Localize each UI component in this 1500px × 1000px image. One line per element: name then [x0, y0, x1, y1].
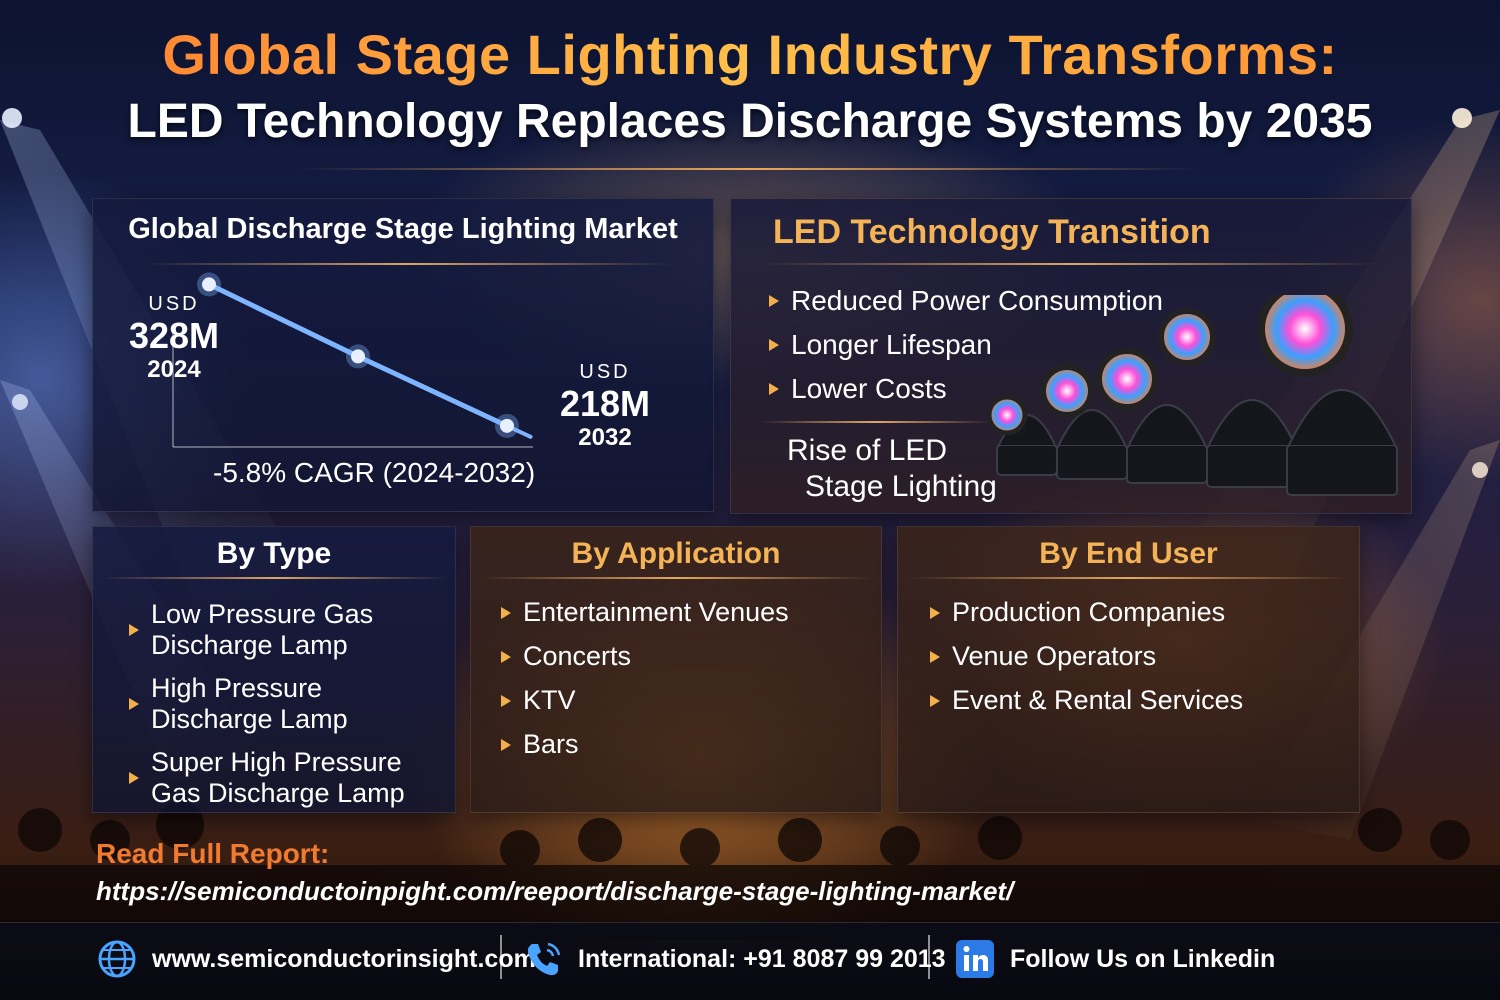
data-point-2032: [500, 418, 514, 433]
by-type-title: By Type: [216, 537, 332, 570]
end-value: 218M: [559, 383, 651, 424]
application-item: Bars: [501, 729, 789, 760]
by-end-user-divider: [908, 577, 1351, 579]
type-item-line1: Low Pressure Gas: [151, 599, 374, 629]
led-moving-head-fixtures-image: [987, 295, 1398, 496]
globe-icon: [98, 940, 136, 978]
led-caption-line1: Rise of LED: [787, 434, 948, 467]
led-caption-line2: Stage Lighting: [805, 470, 997, 503]
end-user-item: Event & Rental Services: [930, 685, 1243, 716]
led-transition-panel: LED Technology Transition Reduced Power …: [730, 198, 1412, 514]
by-type-divider: [103, 577, 447, 579]
led-title-divider: [761, 263, 1381, 265]
phone-text: International: +91 8087 99 2013: [578, 944, 946, 973]
led-caption: Rise of LED Stage Lighting: [787, 433, 997, 505]
type-item-line2: Discharge Lamp: [151, 630, 348, 660]
linkedin-icon: [956, 940, 994, 978]
type-item-line1: High Pressure: [151, 673, 323, 703]
by-end-user-list: Production Companies Venue Operators Eve…: [930, 597, 1243, 729]
website-text: www.semiconductorinsight.com: [152, 944, 536, 973]
type-item: Low Pressure Gas Discharge Lamp: [129, 599, 405, 661]
footer-separator: [500, 935, 502, 979]
led-benefit-item: Longer Lifespan: [769, 323, 1163, 367]
led-benefit-item: Lower Costs: [769, 367, 1163, 411]
footer-bar: www.semiconductorinsight.com Internation…: [0, 922, 1500, 1000]
type-item: Super High Pressure Gas Discharge Lamp: [129, 747, 405, 809]
start-currency: USD: [148, 293, 200, 315]
application-item: Entertainment Venues: [501, 597, 789, 628]
chart-title: Global Discharge Stage Lighting Market: [128, 213, 678, 245]
led-caption-divider: [761, 421, 991, 423]
end-year: 2032: [578, 424, 632, 451]
by-type-panel: By Type Low Pressure Gas Discharge Lamp …: [92, 526, 456, 813]
type-item: High Pressure Discharge Lamp: [129, 673, 405, 735]
application-item: KTV: [501, 685, 789, 716]
start-year: 2024: [147, 356, 201, 383]
led-benefits-list: Reduced Power Consumption Longer Lifespa…: [769, 279, 1163, 411]
report-url-link[interactable]: https://semiconductoinpight.com/reeport/…: [96, 876, 1014, 906]
end-currency: USD: [579, 361, 631, 383]
title-divider: [300, 168, 1200, 170]
end-user-item: Venue Operators: [930, 641, 1243, 672]
led-panel-title: LED Technology Transition: [773, 213, 1211, 251]
type-item-line1: Super High Pressure: [151, 747, 402, 777]
by-application-list: Entertainment Venues Concerts KTV Bars: [501, 597, 789, 773]
footer-separator: [928, 935, 930, 979]
end-user-item: Production Companies: [930, 597, 1243, 628]
footer-website[interactable]: www.semiconductorinsight.com: [96, 937, 536, 981]
linkedin-text: Follow Us on Linkedin: [1010, 944, 1276, 973]
by-end-user-title: By End User: [1039, 537, 1218, 570]
data-point-2024: [202, 277, 216, 292]
by-application-divider: [481, 577, 873, 579]
start-value: 328M: [128, 315, 220, 356]
by-application-title: By Application: [571, 537, 781, 570]
led-benefit-item: Reduced Power Consumption: [769, 279, 1163, 323]
end-value-label: USD 218M 2032: [545, 361, 665, 452]
by-end-user-panel: By End User Production Companies Venue O…: [897, 526, 1360, 813]
phone-icon: [527, 942, 561, 976]
type-item-line2: Discharge Lamp: [151, 704, 348, 734]
market-chart-panel: Global Discharge Stage Lighting Market U…: [92, 198, 714, 512]
footer-linkedin[interactable]: Follow Us on Linkedin: [954, 937, 1275, 981]
read-report-label: Read Full Report:: [96, 838, 330, 869]
by-application-panel: By Application Entertainment Venues Conc…: [470, 526, 882, 813]
chart-title-divider: [143, 263, 673, 265]
application-item: Concerts: [501, 641, 789, 672]
footer-phone[interactable]: International: +91 8087 99 2013: [522, 937, 946, 981]
cagr-label: -5.8% CAGR (2024-2032): [213, 457, 536, 488]
start-value-label: USD 328M 2024: [119, 293, 229, 384]
data-point-2028: [351, 349, 365, 364]
by-type-list: Low Pressure Gas Discharge Lamp High Pre…: [129, 599, 405, 821]
main-subtitle: LED Technology Replaces Discharge System…: [127, 95, 1373, 148]
type-item-line2: Gas Discharge Lamp: [151, 778, 405, 808]
market-line-chart: [172, 272, 533, 448]
main-title: Global Stage Lighting Industry Transform…: [0, 22, 1500, 87]
